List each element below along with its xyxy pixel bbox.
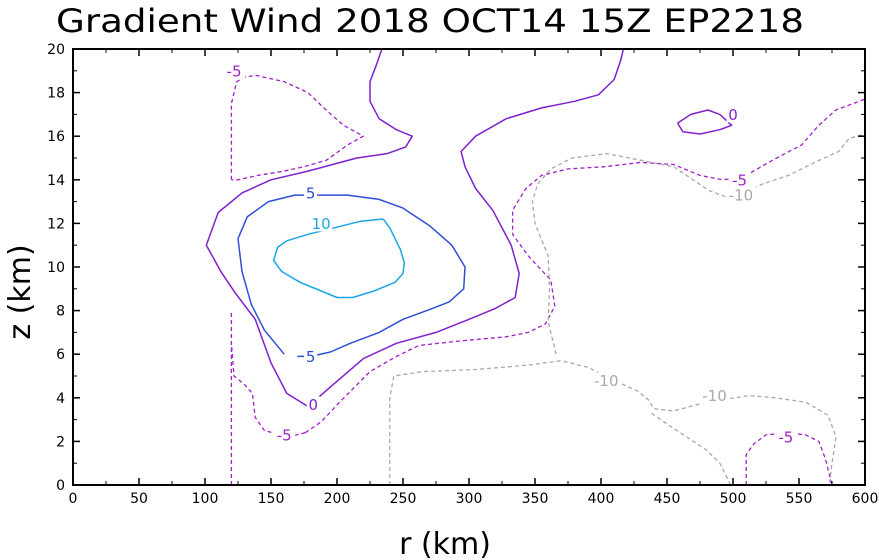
- contour-label: -10: [594, 372, 619, 390]
- x-tick-label: 250: [390, 491, 417, 507]
- x-tick-label: 450: [654, 491, 681, 507]
- y-tick-label: 14: [47, 173, 65, 189]
- contour-level-minus5: -5 -5 -5 -5: [223, 62, 866, 486]
- x-tick-label: 50: [130, 491, 148, 507]
- x-tick-label: 350: [522, 491, 549, 507]
- contour-label-bg: [726, 106, 740, 123]
- contour-label: -5: [227, 62, 242, 80]
- y-tick-label: 20: [47, 42, 65, 58]
- y-tick-label: 8: [56, 304, 65, 320]
- contour-label: -10: [702, 387, 727, 405]
- x-tick-label: 0: [69, 491, 78, 507]
- contour-label-bg: [304, 348, 318, 365]
- contour-label: 10: [312, 215, 331, 233]
- y-axis-label: z (km): [3, 244, 38, 339]
- x-tick-label: 100: [192, 491, 219, 507]
- y-tick-label: 10: [47, 260, 65, 276]
- contour-line: [531, 133, 866, 355]
- contour-label: -5: [732, 171, 747, 189]
- y-tick-label: 6: [56, 347, 65, 363]
- plot-background: [73, 49, 865, 485]
- x-axis-label: r (km): [399, 527, 491, 560]
- x-tick-label: 600: [852, 491, 879, 507]
- y-tick-label: 2: [56, 434, 65, 450]
- y-tick-label: 18: [47, 86, 65, 102]
- contour-level-10: 10: [272, 215, 406, 299]
- contour-label: 0: [308, 396, 318, 414]
- contour-level-minus10: -10 -10 -10: [389, 133, 866, 486]
- contour-label: -10: [729, 187, 754, 205]
- x-tick-label: 500: [720, 491, 747, 507]
- contour-line: [205, 48, 413, 408]
- contour-line: [389, 360, 837, 486]
- contour-label: -5: [778, 429, 793, 447]
- contour-line: [676, 109, 733, 135]
- contour-label: 5: [306, 184, 316, 202]
- x-tick-label: 400: [588, 491, 615, 507]
- plot-area: [73, 49, 865, 485]
- contour-label-bg: [223, 62, 246, 79]
- contour-label-bg: [728, 171, 751, 188]
- contour-label-bg: [774, 429, 797, 446]
- y-tick-label: 12: [47, 216, 65, 232]
- x-tick-label: 300: [456, 491, 483, 507]
- contour-line: [230, 74, 365, 181]
- contour-label-bg: [304, 184, 318, 201]
- contour-label-bg: [273, 426, 296, 443]
- contour-label-bg: [310, 215, 333, 232]
- x-tick-label: 200: [324, 491, 351, 507]
- contour-label-bg: [699, 387, 731, 404]
- contour-label-bg: [590, 372, 622, 389]
- contour-level-5: 55: [237, 184, 466, 366]
- x-tick-label: 550: [786, 491, 813, 507]
- contour-label: 5: [306, 348, 316, 366]
- chart-title: Gradient Wind 2018 OCT14 15Z EP2218: [56, 2, 804, 40]
- y-tick-label: 4: [56, 391, 65, 407]
- contour-level-0: 00: [205, 48, 740, 414]
- y-tick-label: 16: [47, 129, 65, 145]
- contour-line: [272, 218, 406, 299]
- contour-line: [307, 48, 625, 408]
- contour-label-bg: [306, 396, 320, 413]
- y-tick-label: 0: [56, 478, 65, 494]
- contour-label-bg: [725, 187, 757, 204]
- contour-line: [650, 412, 731, 486]
- contour-line: [237, 194, 466, 358]
- contour-label: -5: [277, 426, 292, 444]
- contour-line: [304, 98, 866, 434]
- axes: 0 50 100 150 200 250 300 350 400 450 500 550 6000246…: [47, 42, 878, 507]
- x-tick-label: 150: [258, 491, 285, 507]
- contour-label: 0: [728, 106, 738, 124]
